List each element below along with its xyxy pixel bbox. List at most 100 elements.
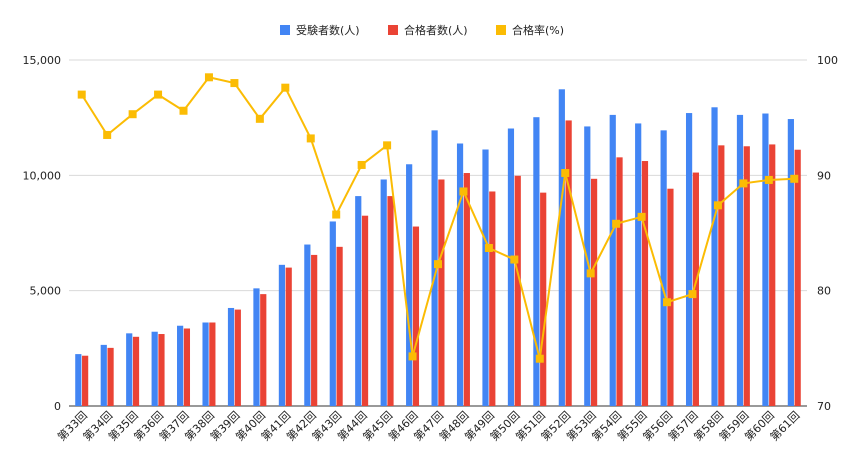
rate-point bbox=[357, 160, 366, 169]
bar-applicants bbox=[227, 307, 235, 406]
bar-applicants bbox=[482, 149, 489, 407]
bar-passers bbox=[667, 188, 674, 406]
rate-point bbox=[637, 212, 646, 221]
bar-passers bbox=[336, 246, 343, 406]
bar-passers bbox=[565, 120, 572, 407]
bar-applicants bbox=[100, 344, 107, 406]
bar-applicants bbox=[507, 128, 515, 406]
y-left-tick-label: 5,000 bbox=[30, 285, 62, 298]
rate-point bbox=[739, 179, 748, 188]
legend: 受験者数(人) 合格者数(人) 合格率(%) bbox=[280, 23, 564, 37]
rate-point bbox=[408, 352, 417, 361]
bar-passers bbox=[692, 172, 699, 406]
bar-applicants bbox=[533, 117, 540, 407]
gridlines bbox=[69, 59, 807, 407]
bar-applicants bbox=[635, 123, 642, 406]
bar-applicants bbox=[355, 196, 362, 406]
y-right-tick-label: 70 bbox=[817, 400, 831, 413]
bar-applicants bbox=[736, 114, 744, 406]
bar-applicants bbox=[558, 89, 565, 406]
bar-passers bbox=[438, 179, 445, 406]
y-left-tick-label: 15,000 bbox=[23, 54, 62, 67]
bar-applicants bbox=[126, 333, 133, 406]
legend-item: 合格率(%) bbox=[496, 23, 564, 37]
y-right-tick-label: 100 bbox=[817, 54, 838, 67]
bar-passers bbox=[209, 322, 216, 406]
bar-passers bbox=[260, 294, 267, 406]
rate-point bbox=[230, 79, 239, 88]
bar-passers bbox=[234, 309, 241, 406]
bar-passers bbox=[412, 226, 420, 406]
bar-applicants bbox=[329, 221, 336, 406]
bar-passers bbox=[743, 146, 750, 406]
bar-passers bbox=[132, 336, 140, 406]
rate-point bbox=[510, 255, 519, 264]
legend-item: 受験者数(人) bbox=[280, 23, 360, 37]
legend-label: 合格率(%) bbox=[512, 23, 564, 37]
legend-label: 受験者数(人) bbox=[296, 23, 360, 37]
rate-point bbox=[255, 114, 264, 123]
rate-point bbox=[204, 73, 213, 82]
y-right-tick-label: 80 bbox=[817, 285, 831, 298]
bar-applicants bbox=[202, 322, 209, 406]
rate-point bbox=[306, 134, 315, 143]
bar-passers bbox=[540, 192, 547, 406]
bar-passers bbox=[311, 254, 318, 406]
legend-swatch bbox=[388, 25, 398, 35]
bar-passers bbox=[158, 334, 165, 406]
bar-applicants bbox=[406, 164, 413, 406]
bar-passers bbox=[641, 161, 649, 406]
bar-applicants bbox=[151, 331, 158, 406]
legend-swatch bbox=[496, 25, 506, 35]
bar-passers bbox=[718, 145, 725, 406]
bar-applicants bbox=[278, 264, 286, 406]
bar-marks bbox=[75, 89, 801, 407]
rate-point bbox=[586, 269, 595, 278]
y-left-tick-label: 10,000 bbox=[23, 169, 62, 182]
rate-point bbox=[332, 210, 341, 219]
rate-point bbox=[383, 141, 392, 150]
bar-passers bbox=[82, 355, 89, 406]
bar-passers bbox=[794, 149, 801, 406]
rate-point bbox=[179, 106, 188, 115]
bar-applicants bbox=[75, 354, 82, 406]
rate-point bbox=[688, 290, 697, 299]
rate-point bbox=[535, 354, 544, 363]
bar-applicants bbox=[762, 113, 769, 407]
rate-point bbox=[434, 260, 442, 269]
bar-applicants bbox=[456, 143, 464, 406]
rate-point bbox=[77, 90, 86, 99]
y-left-tick-label: 0 bbox=[54, 400, 61, 413]
bar-applicants bbox=[431, 130, 438, 406]
bar-applicants bbox=[380, 179, 387, 406]
bar-passers bbox=[590, 178, 598, 406]
bar-passers bbox=[183, 328, 191, 406]
bar-passers bbox=[387, 196, 394, 406]
bar-passers bbox=[361, 215, 369, 406]
rate-point bbox=[790, 174, 799, 183]
bar-applicants bbox=[253, 288, 260, 406]
rate-point bbox=[103, 130, 112, 139]
rate-point bbox=[663, 298, 672, 307]
legend-label: 合格者数(人) bbox=[404, 23, 468, 37]
bar-applicants bbox=[584, 126, 591, 406]
rate-point bbox=[764, 175, 773, 184]
bar-passers bbox=[489, 191, 496, 406]
bar-passers bbox=[769, 144, 776, 406]
bar-applicants bbox=[787, 119, 794, 407]
rate-point bbox=[281, 83, 290, 92]
bar-applicants bbox=[685, 113, 693, 406]
legend-item: 合格者数(人) bbox=[388, 23, 468, 37]
rate-point bbox=[561, 169, 570, 178]
rate-point bbox=[154, 90, 163, 99]
bar-passers bbox=[616, 157, 623, 406]
bar-passers bbox=[107, 347, 114, 406]
bar-applicants bbox=[304, 244, 311, 406]
rate-point bbox=[484, 243, 493, 252]
rate-point bbox=[713, 201, 722, 210]
rate-point bbox=[459, 187, 468, 196]
bar-applicants bbox=[711, 107, 718, 406]
rate-line bbox=[77, 73, 799, 363]
